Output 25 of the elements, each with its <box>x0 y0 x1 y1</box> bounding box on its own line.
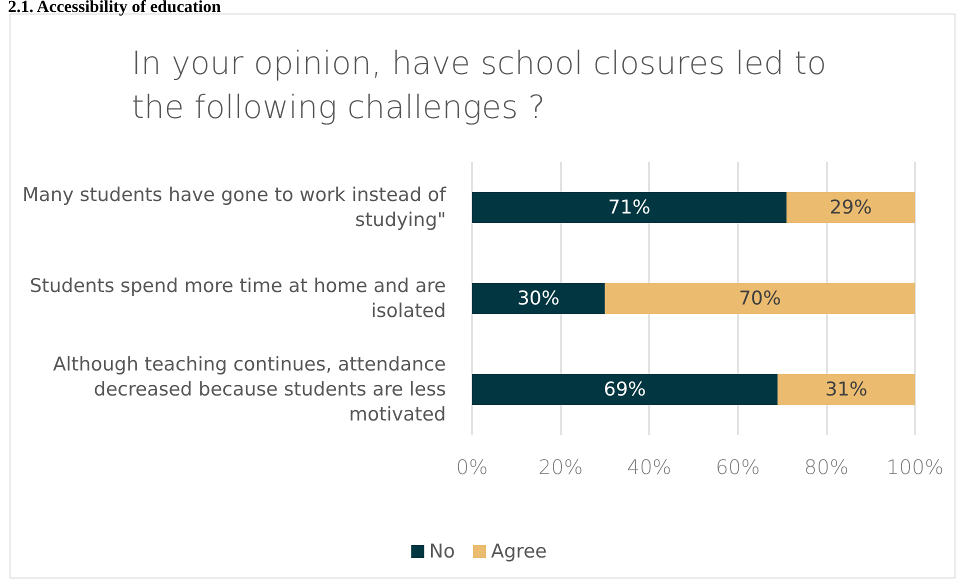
legend-label: Agree <box>491 540 547 562</box>
data-label: 70% <box>738 288 782 310</box>
y-tick-label: Many students have gone to work instead of studying" <box>22 184 448 231</box>
x-tick-label: 0% <box>456 455 488 479</box>
legend-label: No <box>429 540 456 562</box>
bar <box>472 192 787 223</box>
chart-title: In your opinion, have school closures led to the following challenges ? <box>132 44 826 126</box>
bar <box>786 192 915 223</box>
x-tick-label: 60% <box>716 455 760 479</box>
y-tick-label: Although teaching continues, attendance decreased because students are less motivated <box>52 354 446 426</box>
y-tick-label: Students spend more time at home and are isolated <box>30 275 446 322</box>
text: 2.1. Accessibility of education <box>8 0 222 16</box>
bar <box>604 283 915 314</box>
x-tick-label: 80% <box>804 455 849 479</box>
data-label: 69% <box>604 378 646 400</box>
x-tick-label: 20% <box>538 455 583 479</box>
data-label: 71% <box>608 196 650 218</box>
bar <box>472 374 778 405</box>
data-label: 31% <box>825 378 868 400</box>
data-label: 30% <box>517 288 560 310</box>
bar <box>472 283 605 314</box>
x-tick-label: 40% <box>626 455 672 479</box>
x-tick-label: 100% <box>886 455 944 479</box>
data-label: 29% <box>830 196 872 218</box>
bar <box>778 374 915 405</box>
